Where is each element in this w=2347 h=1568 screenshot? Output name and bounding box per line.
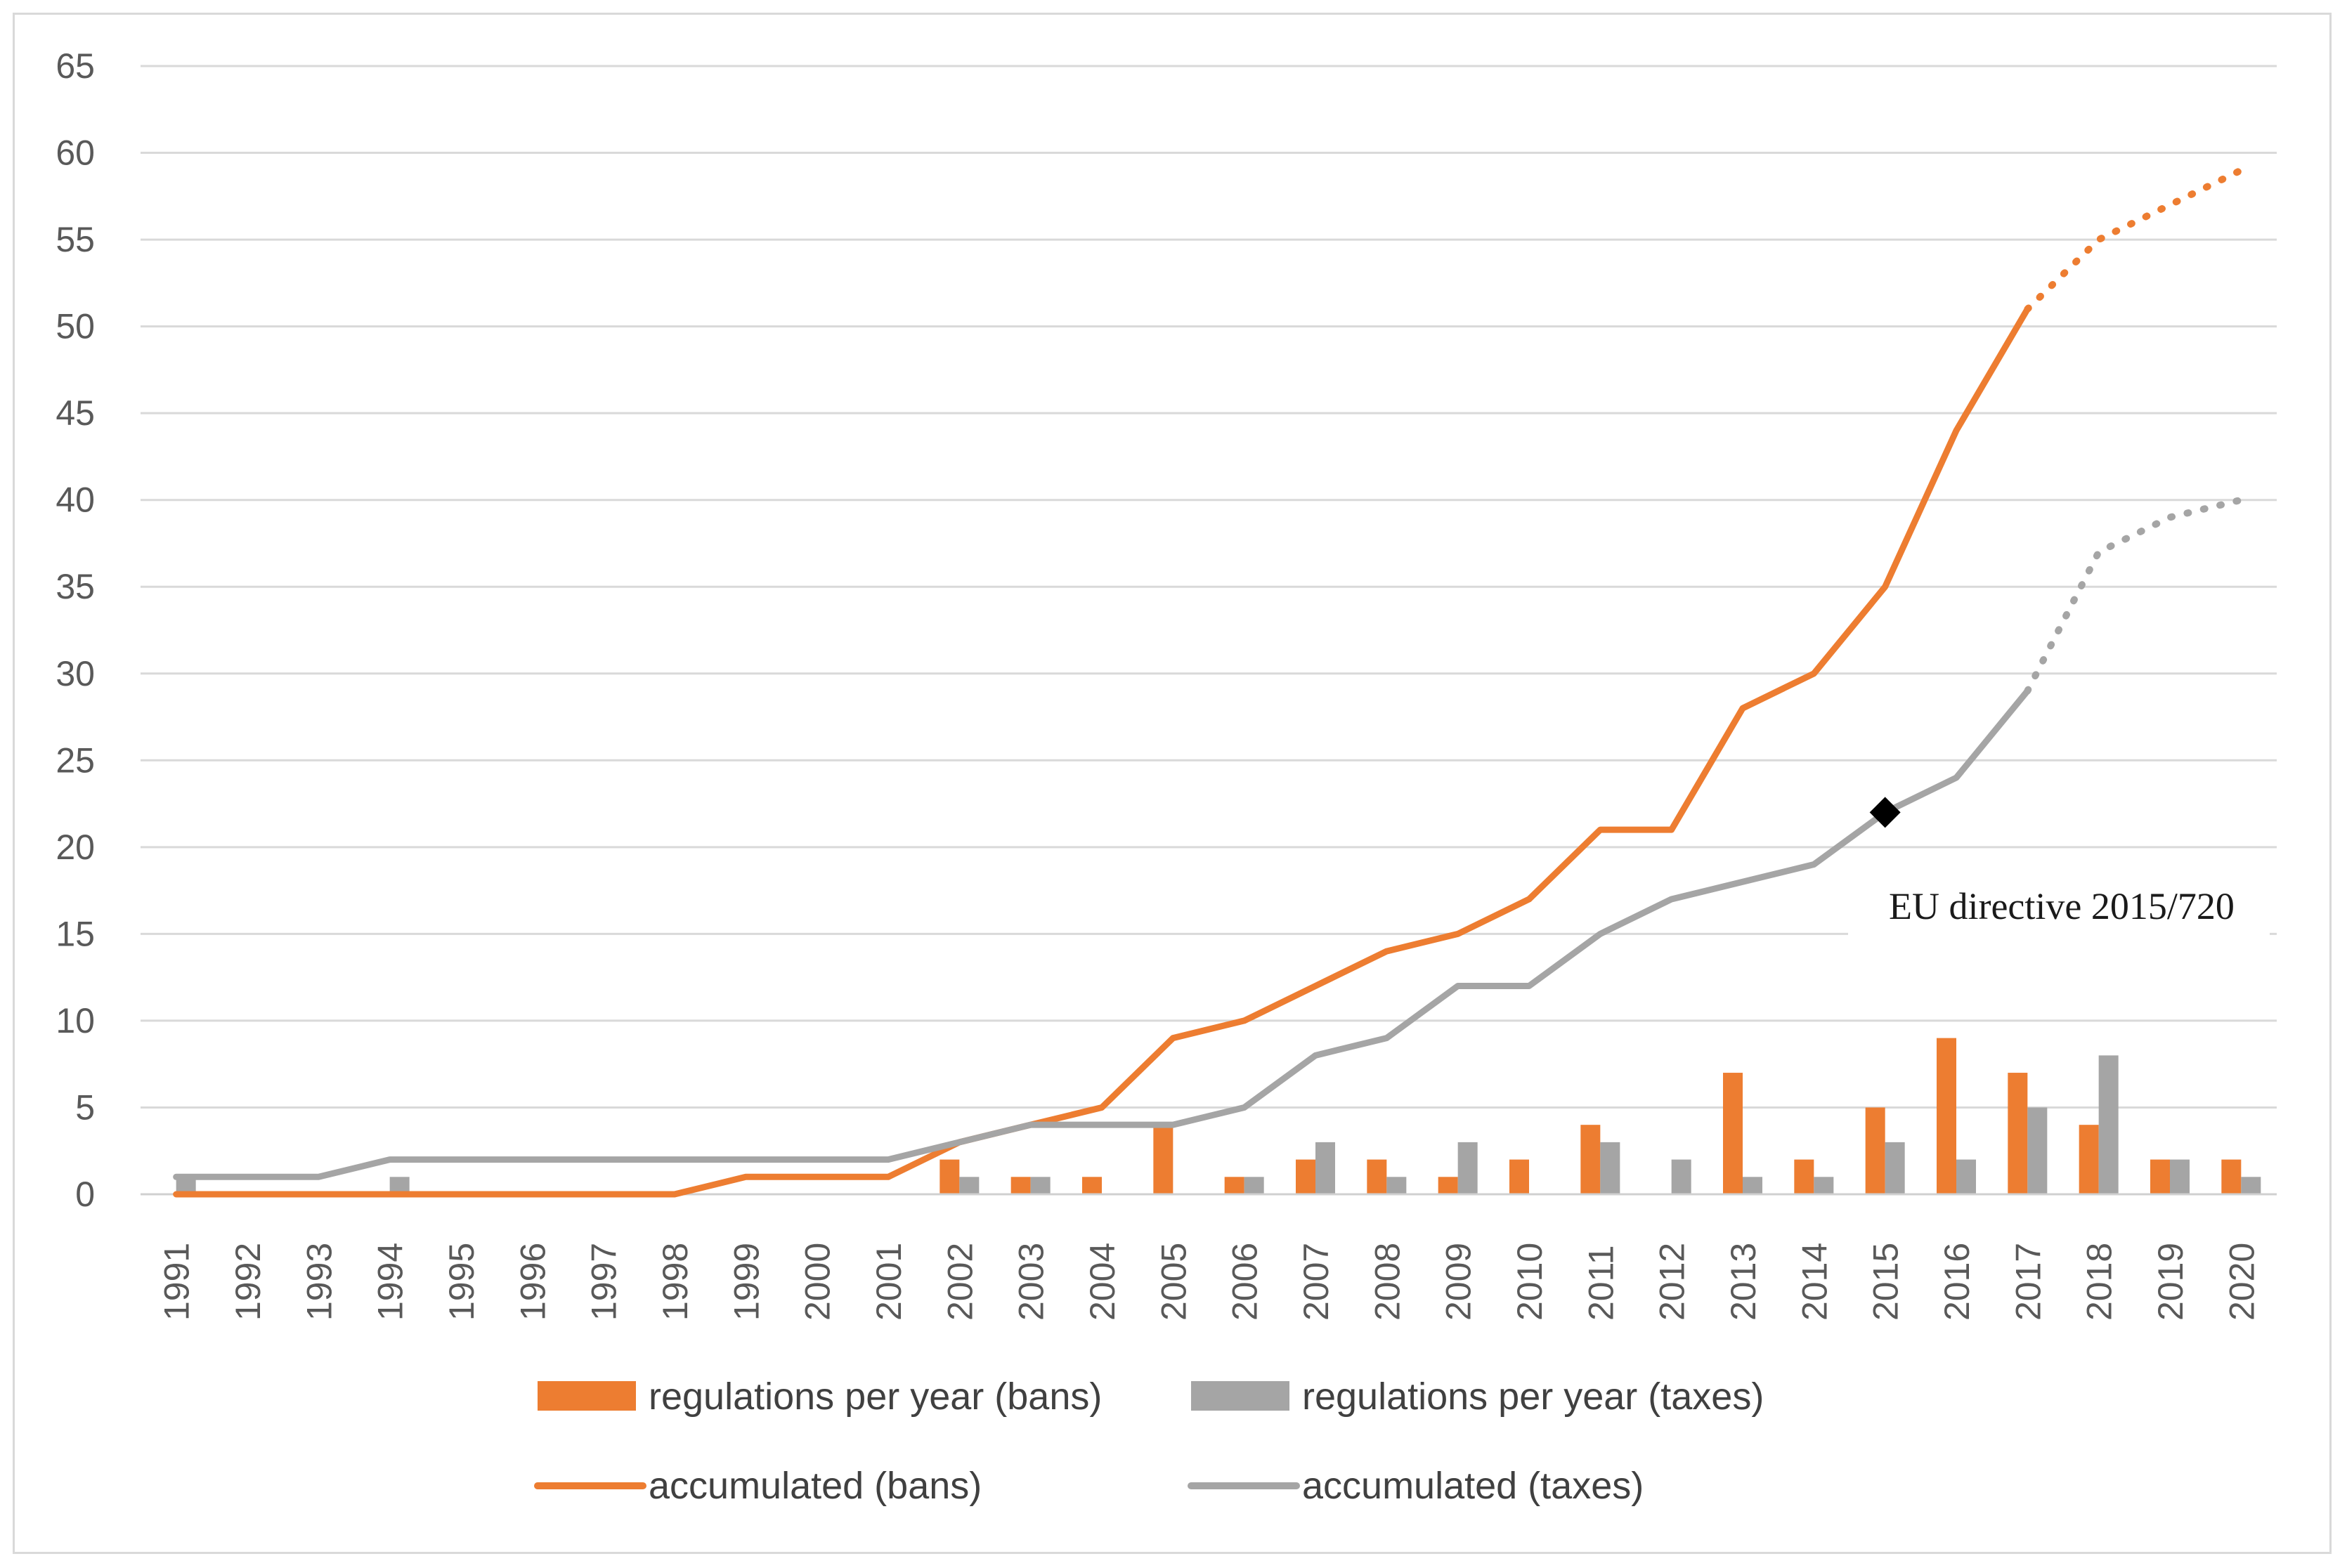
y-tick-label-25: 25: [56, 740, 95, 780]
bar-bans-2009: [1438, 1177, 1458, 1194]
legend-label-accumulated-bans: accumulated (bans): [649, 1465, 982, 1507]
bar-bans-2019: [2150, 1159, 2170, 1194]
x-tick-label-1992: 1992: [228, 1243, 268, 1321]
bar-taxes-2017: [2027, 1107, 2048, 1194]
line-accumulated-bans: [173, 306, 2031, 1198]
legend: regulations per year (bans) regulations p…: [534, 1376, 1764, 1507]
annotation: EU directive 2015/720: [1848, 797, 2270, 940]
y-tick-label-35: 35: [56, 567, 95, 606]
x-tick-label-1995: 1995: [442, 1243, 481, 1321]
x-tick-label-1998: 1998: [656, 1243, 695, 1321]
bar-bans-2002: [940, 1159, 960, 1194]
bar-taxes-2003: [1030, 1177, 1051, 1194]
bar-bans-2008: [1367, 1159, 1387, 1194]
line-accumulated-taxes: [173, 687, 2031, 1180]
bar-taxes-2008: [1386, 1177, 1407, 1194]
bar-taxes-2018: [2098, 1055, 2119, 1194]
bar-taxes-2016: [1956, 1159, 1976, 1194]
legend-label-regulations-per-year-taxes: regulations per year (taxes): [1302, 1376, 1764, 1418]
lines: [173, 166, 2245, 1198]
x-axis: 1991 1992 1993 1994 1995 1996 1997 1998 1999 2000…: [141, 1193, 2277, 1321]
bar-bans-2015: [1865, 1107, 1885, 1194]
bar-bans-2017: [2008, 1073, 2028, 1194]
bar-bans-2005: [1153, 1125, 1174, 1194]
x-tick-label-2005: 2005: [1154, 1243, 1193, 1321]
line-accumulated-bans-projection: [2024, 166, 2245, 313]
bar-bans-2010: [1509, 1159, 1529, 1194]
y-tick-label-45: 45: [56, 393, 95, 433]
x-tick-label-1999: 1999: [727, 1243, 766, 1321]
x-tick-label-2013: 2013: [1724, 1243, 1763, 1321]
y-tick-label-60: 60: [56, 133, 95, 173]
x-tick-label-2002: 2002: [940, 1243, 980, 1321]
bar-bans-2011: [1580, 1125, 1601, 1194]
bar-bans-2006: [1224, 1177, 1244, 1194]
bar-taxes-2019: [2170, 1159, 2190, 1194]
line-accumulated-taxes-projection: [2024, 496, 2245, 695]
x-tick-label-2010: 2010: [1510, 1243, 1549, 1321]
x-tick-label-1991: 1991: [157, 1243, 197, 1321]
y-tick-label-5: 5: [75, 1087, 95, 1127]
x-tick-label-2020: 2020: [2222, 1243, 2261, 1321]
y-tick-label-20: 20: [56, 828, 95, 867]
bar-bans-2004: [1082, 1177, 1102, 1194]
x-tick-label-2000: 2000: [798, 1243, 838, 1321]
bar-taxes-2012: [1671, 1159, 1691, 1194]
bar-bans-2018: [2079, 1125, 2099, 1194]
x-tick-label-2003: 2003: [1012, 1243, 1051, 1321]
legend-label-regulations-per-year-bans: regulations per year (bans): [649, 1376, 1102, 1418]
legend-swatch-regulations-per-year-taxes: [1191, 1381, 1289, 1411]
bar-bans-2020: [2221, 1159, 2242, 1194]
bar-bans-2014: [1794, 1159, 1814, 1194]
x-tick-label-2015: 2015: [1866, 1243, 1906, 1321]
legend-label-accumulated-taxes: accumulated (taxes): [1302, 1465, 1644, 1507]
bar-taxes-2011: [1600, 1142, 1620, 1194]
y-tick-label-0: 0: [75, 1175, 95, 1214]
y-tick-label-65: 65: [56, 46, 95, 86]
x-tick-label-2007: 2007: [1296, 1243, 1336, 1321]
bar-taxes-2020: [2241, 1177, 2261, 1194]
y-axis: 0 5 10 15 20 25 30 35 40 45 50 55 60 65: [56, 46, 95, 1214]
x-tick-label-2004: 2004: [1083, 1243, 1122, 1321]
bar-bans-2016: [1937, 1038, 1956, 1194]
bar-taxes-2013: [1743, 1177, 1762, 1194]
y-tick-label-55: 55: [56, 220, 95, 259]
bar-taxes-2007: [1315, 1142, 1335, 1194]
x-tick-label-2014: 2014: [1795, 1243, 1834, 1321]
y-tick-label-50: 50: [56, 307, 95, 346]
y-tick-label-10: 10: [56, 1001, 95, 1040]
bar-bans-2003: [1010, 1177, 1031, 1194]
x-tick-label-1994: 1994: [371, 1243, 410, 1321]
bar-taxes-2015: [1885, 1142, 1905, 1194]
y-tick-label-15: 15: [56, 914, 95, 953]
x-tick-label-2008: 2008: [1367, 1243, 1407, 1321]
x-tick-label-2016: 2016: [1937, 1243, 1977, 1321]
bar-taxes-2002: [959, 1177, 980, 1194]
gridlines: [141, 65, 2277, 1109]
y-tick-label-40: 40: [56, 481, 95, 520]
x-tick-label-1993: 1993: [299, 1243, 339, 1321]
x-tick-label-2009: 2009: [1439, 1243, 1478, 1321]
bars: [176, 1038, 2261, 1194]
x-tick-label-2011: 2011: [1581, 1245, 1620, 1321]
annotation-background: [1848, 877, 2270, 940]
x-tick-label-1997: 1997: [585, 1243, 624, 1321]
bar-taxes-2009: [1457, 1142, 1478, 1194]
x-tick-label-2001: 2001: [869, 1243, 909, 1321]
bar-taxes-2014: [1814, 1177, 1834, 1194]
x-tick-label-2018: 2018: [2080, 1243, 2119, 1321]
bar-bans-2013: [1723, 1073, 1743, 1194]
y-tick-label-30: 30: [56, 654, 95, 693]
annotation-label: EU directive 2015/720: [1889, 885, 2235, 927]
x-tick-label-2012: 2012: [1653, 1243, 1692, 1321]
x-tick-label-2006: 2006: [1225, 1243, 1265, 1321]
bar-taxes-2006: [1244, 1177, 1264, 1194]
x-tick-label-2017: 2017: [2008, 1243, 2048, 1321]
legend-swatch-regulations-per-year-bans: [538, 1381, 636, 1411]
x-tick-label-1996: 1996: [513, 1243, 552, 1321]
x-tick-label-2019: 2019: [2151, 1243, 2190, 1321]
annotation-marker: [1869, 797, 1901, 828]
bar-bans-2007: [1296, 1159, 1315, 1194]
